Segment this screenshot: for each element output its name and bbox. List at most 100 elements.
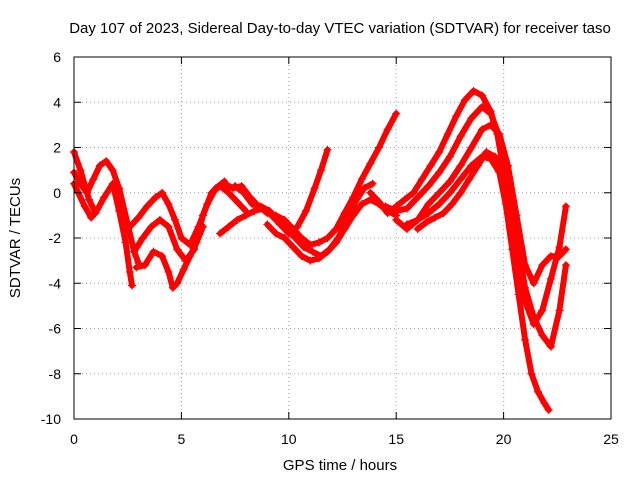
axis-ticks [73, 56, 612, 420]
x-tick-label: 20 [496, 431, 512, 447]
data-point [125, 267, 134, 276]
x-axis-label: GPS time / hours [283, 457, 397, 474]
data-point [439, 209, 448, 218]
data-point [332, 224, 341, 233]
data-point [546, 274, 555, 283]
series-arc-13 [392, 120, 570, 288]
data-point [108, 166, 117, 175]
data-point [491, 152, 500, 161]
data-point [340, 224, 349, 233]
data-point [413, 224, 422, 233]
series-trace [217, 146, 331, 237]
data-point [435, 148, 444, 157]
data-point [220, 179, 229, 188]
data-point [527, 369, 536, 378]
data-point [546, 342, 555, 351]
series-trace [414, 149, 513, 232]
data-point [467, 143, 476, 152]
data-point [400, 195, 409, 204]
data-point [402, 204, 411, 213]
data-point [130, 247, 139, 256]
data-point [413, 193, 422, 202]
data-point [506, 200, 515, 209]
data-point [265, 206, 274, 215]
x-tick-label: 0 [70, 431, 78, 447]
data-point [314, 254, 323, 263]
data-point [546, 252, 555, 261]
y-tick-label: -6 [49, 321, 62, 337]
data-point [435, 188, 444, 197]
data-point [263, 220, 272, 229]
data-point [486, 109, 495, 118]
data-point [80, 202, 89, 211]
series-arc-8 [220, 109, 401, 249]
data-point [383, 125, 392, 134]
data-point [173, 279, 182, 288]
data-point [297, 252, 306, 261]
data-point [168, 283, 177, 292]
chart-title: Day 107 of 2023, Sidereal Day-to-day VTE… [69, 20, 611, 37]
data-point [426, 161, 435, 170]
x-tick-label: 25 [603, 431, 619, 447]
data-point [271, 229, 280, 238]
data-point [147, 222, 156, 231]
data-point [514, 290, 523, 299]
data-point [478, 91, 487, 100]
data-point [392, 109, 401, 118]
y-tick-label: -10 [41, 411, 61, 427]
data-point [323, 247, 332, 256]
data-point [91, 206, 100, 215]
y-tick-label: -8 [49, 366, 62, 382]
data-point [473, 161, 482, 170]
series-arc-9 [231, 179, 377, 261]
data-point [366, 188, 375, 197]
data-point [95, 161, 104, 170]
data-point [495, 129, 504, 138]
data-point [521, 283, 530, 292]
data-point [155, 215, 164, 224]
data-point [138, 234, 147, 242]
data-point [314, 238, 323, 247]
data-point [306, 256, 315, 265]
data-point [198, 211, 207, 220]
data-point [317, 166, 326, 175]
data-point [177, 234, 186, 242]
data-point [445, 188, 454, 197]
data-point [417, 175, 426, 184]
data-point [422, 218, 431, 227]
data-point [467, 114, 476, 123]
data-point [443, 129, 452, 138]
data-point [164, 200, 173, 209]
data-point [282, 224, 291, 233]
data-point [274, 215, 283, 224]
x-tick-labels: 0 5 10 15 20 25 [70, 431, 619, 447]
data-point [544, 405, 553, 414]
data-point [233, 197, 242, 206]
data-point [158, 188, 167, 197]
data-point [280, 234, 289, 242]
data-point [121, 238, 130, 247]
data-point [465, 175, 474, 184]
data-point [134, 213, 143, 222]
data-point [392, 206, 401, 215]
data-point [561, 245, 570, 254]
y-tick-label: 6 [53, 49, 61, 65]
data-point [301, 206, 310, 215]
data-point [132, 263, 141, 272]
data-point [452, 111, 461, 120]
data-point [482, 148, 491, 157]
y-tick-label: -2 [49, 230, 62, 246]
data-point [561, 202, 570, 211]
data-point [375, 197, 384, 206]
series-arc-15 [413, 148, 515, 233]
data-point [332, 238, 341, 247]
data-point [375, 143, 384, 152]
data-point [231, 181, 240, 190]
data-point [170, 215, 179, 224]
data-point [248, 200, 257, 209]
y-tick-labels: -10 -8 -6 -4 -2 0 2 4 6 [41, 49, 61, 427]
series-trace [393, 121, 569, 287]
data-point [76, 166, 85, 175]
data-point [82, 188, 91, 197]
data-point [503, 161, 512, 170]
